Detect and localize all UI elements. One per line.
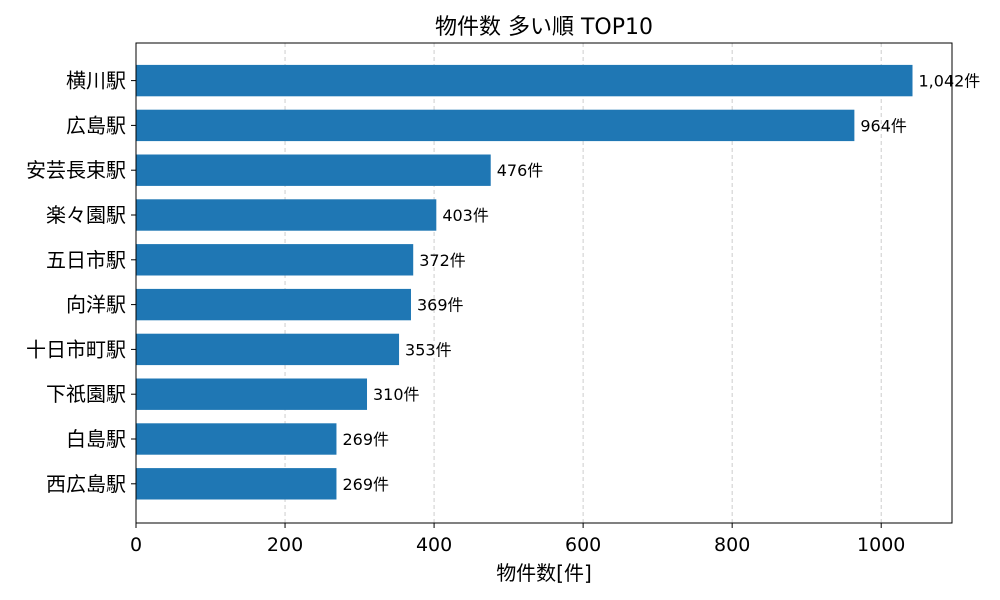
x-axis-ticks: 0 200 400 600 800 1000 bbox=[130, 523, 905, 556]
bar bbox=[136, 244, 414, 276]
category-label: 広島駅 bbox=[66, 113, 126, 137]
bar-value-label: 372件 bbox=[419, 251, 466, 270]
x-tick-label: 1000 bbox=[857, 534, 905, 556]
x-tick-label: 200 bbox=[267, 534, 303, 556]
bar bbox=[136, 199, 437, 231]
x-tick-label: 600 bbox=[565, 534, 601, 556]
category-label: 下祇園駅 bbox=[46, 382, 126, 406]
bar-value-label: 369件 bbox=[417, 296, 464, 315]
bar-value-label: 269件 bbox=[342, 430, 389, 449]
category-label: 五日市駅 bbox=[46, 248, 126, 272]
category-label: 安芸長束駅 bbox=[26, 158, 126, 182]
bar-value-label: 1,042件 bbox=[919, 72, 981, 91]
bar bbox=[136, 154, 491, 186]
bar-value-label: 964件 bbox=[860, 116, 907, 135]
bar bbox=[136, 468, 337, 500]
x-axis-label: 物件数[件] bbox=[496, 561, 592, 585]
bar-value-label: 353件 bbox=[405, 340, 452, 359]
x-tick-label: 400 bbox=[416, 534, 452, 556]
x-tick-label: 0 bbox=[130, 534, 142, 556]
bar-value-label: 310件 bbox=[373, 385, 420, 404]
category-label: 西広島駅 bbox=[46, 472, 126, 496]
category-label: 白島駅 bbox=[66, 427, 126, 451]
value-labels: 1,042件 964件 476件 403件 372件 369件 353件 310件 269件 26… bbox=[342, 72, 980, 494]
category-label: 楽々園駅 bbox=[46, 203, 126, 227]
bars bbox=[136, 64, 913, 500]
bar bbox=[136, 288, 411, 321]
category-label: 横川駅 bbox=[66, 69, 126, 93]
x-tick-label: 800 bbox=[714, 534, 750, 556]
bar bbox=[136, 109, 855, 142]
bar bbox=[136, 64, 913, 97]
bar-value-label: 269件 bbox=[342, 475, 389, 494]
bar bbox=[136, 378, 368, 410]
bar-value-label: 403件 bbox=[442, 206, 489, 225]
bar-value-label: 476件 bbox=[497, 161, 544, 180]
bar bbox=[136, 423, 337, 455]
category-label: 向洋駅 bbox=[66, 293, 126, 317]
plot-frame bbox=[135, 42, 953, 524]
chart-title: 物件数 多い順 TOP10 bbox=[435, 15, 653, 40]
category-label: 十日市町駅 bbox=[26, 337, 126, 361]
bar bbox=[136, 333, 400, 366]
